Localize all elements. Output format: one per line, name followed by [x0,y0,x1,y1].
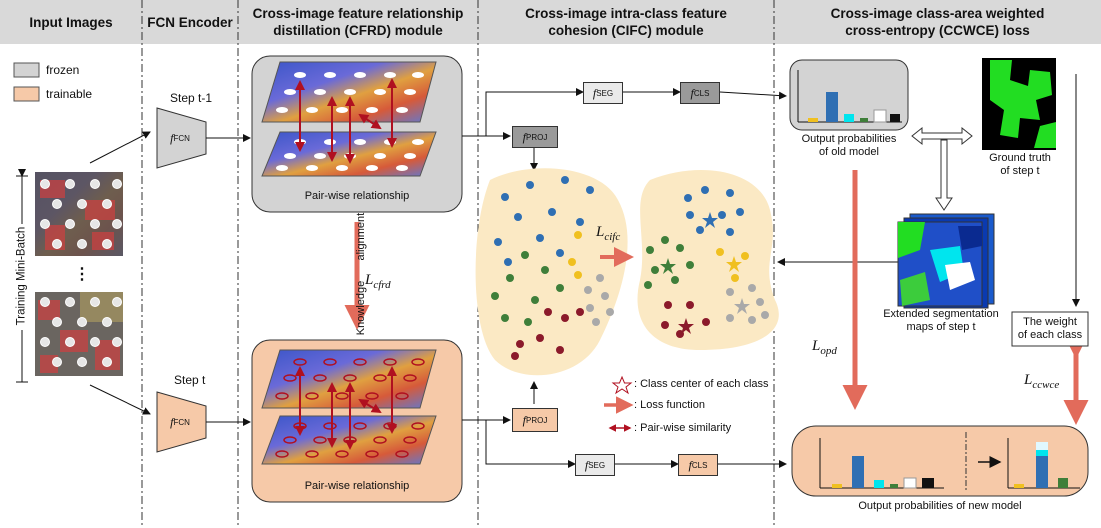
pairwise-bottom-label: Pair-wise relationship [304,480,410,492]
points-after [644,186,769,338]
seg-top-box: f SEG [583,82,623,104]
loss-cifc: Lcifc [596,224,621,243]
hollow-down-arrow [935,139,953,211]
old-output-bars [797,70,902,123]
extended-seg-maps [897,213,995,309]
points-before [491,176,614,360]
new-output-caption: Output probabilities of new model [858,500,1022,512]
new-output-panel [791,425,1089,497]
legend-loss-function: : Loss function [634,399,705,411]
class-weight-box [1011,311,1089,347]
legend-class-center: : Class center of each class [634,378,769,390]
star-icon [611,375,633,395]
encoder-prev-shape [156,107,207,169]
legend-trainable-label: trainable [46,87,93,101]
batch-ellipsis: ⋮ [74,266,90,283]
loss-opd: Lopd [812,338,837,357]
old-output-caption: Output probabilities of old model [801,133,897,158]
step-curr-label: Step t [174,373,206,387]
loss-cfrd: Lcfrd [365,272,391,291]
extended-maps-caption: Extended segmentation maps of step t [883,308,999,333]
header-cfrd: Cross-image feature relationship distill… [238,0,478,44]
step-prev-label: Step t-1 [170,91,213,105]
frozen-swatch [13,62,40,78]
proj-bottom-box: f PROJ [512,408,558,432]
header-fcn-encoder: FCN Encoder [142,0,238,44]
header-cifc: Cross-image intra-class feature cohesion… [478,0,774,44]
new-output-bars-right [1007,438,1080,489]
input-image-bottom [35,292,123,376]
batch-label: Training Mini-Batch [15,226,28,326]
ground-truth-caption: Ground truth of step t [989,152,1051,177]
proj-top-box: f PROJ [512,126,558,148]
encoder-prev-label: f FCN [170,130,190,145]
input-image-top [35,172,123,256]
ground-truth-map [982,58,1056,150]
header-ccwce: Cross-image class-area weighted cross-en… [774,0,1101,44]
cluster-before [475,168,628,376]
encoder-curr-shape [156,391,207,453]
class-weight-label: The weight of each class [1017,316,1083,341]
batch-bracket [16,169,28,383]
feature-maps-bottom [261,349,437,465]
hollow-double-arrow [911,126,973,146]
new-output-bars-left [819,438,944,489]
header-input-images: Input Images [0,0,142,44]
pairwise-top-label: Pair-wise relationship [304,190,410,202]
feature-maps-top [261,61,437,177]
loss-ccwce: Lccwce [1024,372,1060,391]
seg-bottom-box: f SEG [575,454,615,476]
cls-top-box: f CLS [680,82,720,104]
encoder-curr-label: f FCN [170,414,190,429]
trainable-swatch [13,86,40,102]
cls-bottom-box: f CLS [678,454,718,476]
legend-frozen-label: frozen [46,63,80,77]
legend-pairwise-similarity: : Pair-wise similarity [634,422,732,434]
